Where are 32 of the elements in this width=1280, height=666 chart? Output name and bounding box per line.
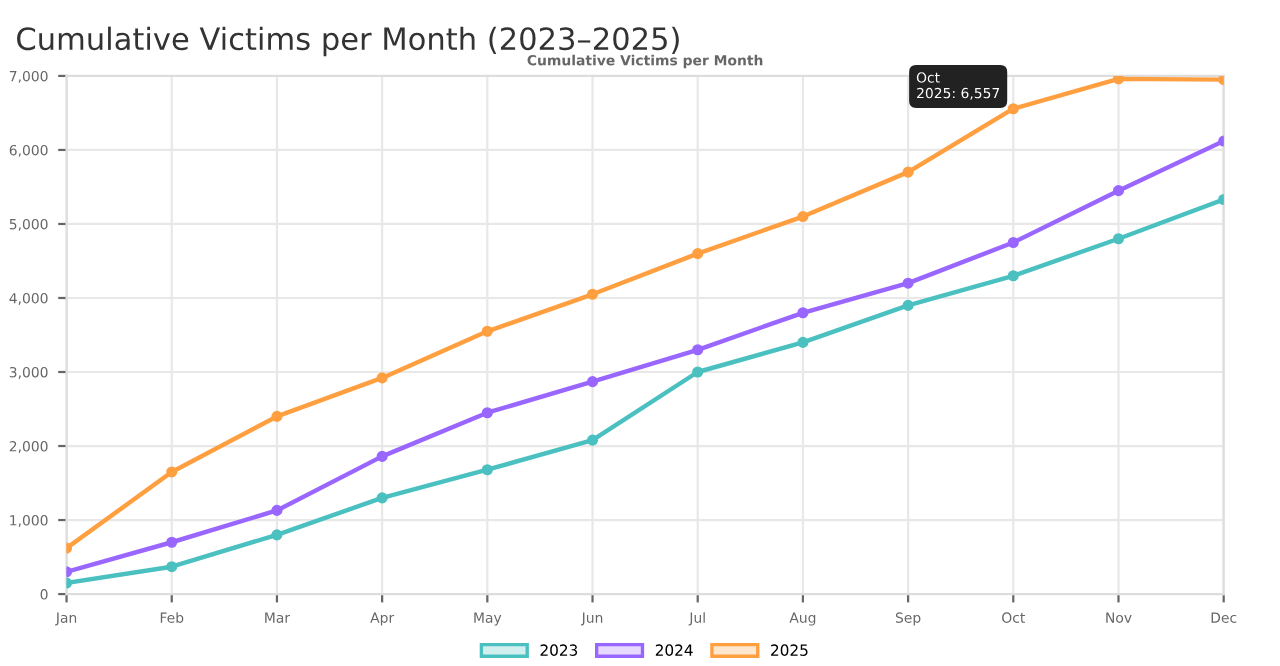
point (271, 504, 283, 516)
point (1007, 270, 1019, 282)
point (1112, 185, 1125, 197)
point (692, 248, 704, 260)
point (376, 450, 388, 462)
point (902, 277, 914, 289)
point (692, 366, 704, 378)
point (797, 307, 809, 319)
point (376, 492, 388, 504)
chart-title: Cumulative Victims per Month (2023–2025) (17, 26, 679, 57)
point (481, 407, 493, 419)
point (586, 376, 599, 388)
point (902, 299, 914, 311)
point (1112, 75, 1125, 85)
point (166, 536, 178, 548)
point (166, 561, 178, 573)
point (1007, 236, 1019, 249)
point (797, 336, 809, 348)
line-series (66, 193, 1224, 589)
point (166, 466, 178, 478)
point (481, 464, 493, 476)
point (481, 325, 493, 337)
point (692, 344, 704, 356)
point (586, 288, 599, 300)
point (902, 166, 914, 178)
point (271, 529, 283, 541)
point (1112, 233, 1125, 245)
point (586, 434, 599, 446)
point (271, 410, 283, 422)
point (376, 372, 388, 384)
point (1007, 103, 1019, 115)
point (797, 211, 809, 223)
